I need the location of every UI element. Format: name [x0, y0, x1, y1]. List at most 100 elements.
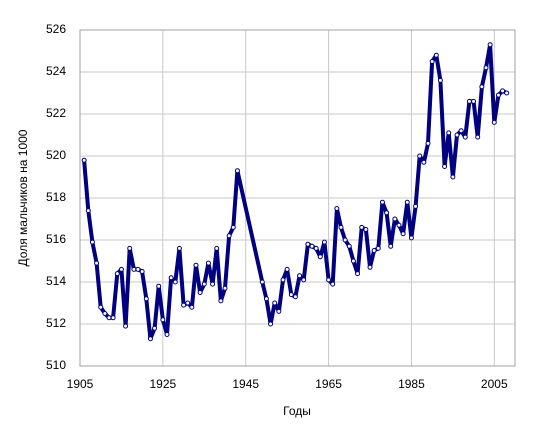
data-point	[309, 243, 315, 249]
data-point	[437, 77, 443, 83]
y-axis-label: Доля мальчиков на 1000	[16, 129, 30, 266]
data-point	[458, 128, 464, 134]
data-point	[413, 203, 419, 209]
y-tick-label: 522	[46, 106, 66, 120]
data-point	[160, 317, 166, 323]
data-point	[433, 52, 439, 58]
data-point	[408, 235, 414, 241]
data-point	[147, 336, 153, 342]
data-point	[417, 153, 423, 159]
data-point	[197, 290, 203, 295]
data-point	[210, 281, 216, 287]
data-point	[189, 304, 195, 310]
data-point	[305, 241, 311, 247]
data-point	[156, 283, 162, 289]
data-point	[392, 216, 398, 222]
x-tick-label: 1905	[67, 377, 94, 391]
data-point	[152, 325, 158, 331]
data-point	[102, 311, 108, 316]
data-point	[313, 245, 319, 251]
data-point	[429, 59, 435, 64]
y-tick-label: 520	[46, 148, 66, 162]
data-point	[350, 258, 356, 264]
data-point	[193, 262, 199, 268]
data-point	[346, 243, 352, 249]
x-tick-label: 1945	[232, 377, 259, 391]
data-point	[301, 277, 307, 283]
data-point	[297, 273, 303, 279]
data-point	[421, 159, 427, 165]
data-point	[94, 260, 100, 266]
data-point	[164, 332, 170, 337]
data-point	[471, 98, 477, 104]
data-point	[222, 285, 228, 291]
data-point	[181, 302, 187, 308]
data-point	[495, 92, 501, 98]
data-point	[446, 130, 452, 136]
data-point	[272, 300, 278, 306]
data-point	[338, 224, 344, 230]
y-tick-label: 514	[46, 274, 66, 288]
data-point	[114, 271, 120, 277]
data-point	[85, 208, 91, 214]
x-tick-label: 2005	[481, 377, 508, 391]
data-point	[384, 210, 390, 216]
y-tick-label: 510	[46, 358, 66, 372]
data-point	[110, 315, 116, 321]
data-point	[450, 174, 456, 180]
data-point	[334, 206, 340, 211]
data-point	[288, 292, 294, 298]
data-point	[487, 42, 493, 48]
data-point	[127, 245, 133, 251]
data-point	[355, 271, 361, 277]
x-tick-label: 1925	[150, 377, 177, 391]
data-point	[375, 245, 381, 251]
data-point	[483, 65, 489, 71]
data-point	[400, 231, 406, 237]
x-tick-label: 1985	[398, 377, 425, 391]
x-tick-label: 1965	[315, 377, 342, 391]
y-tick-label: 518	[46, 190, 66, 204]
data-point	[185, 300, 191, 306]
data-point	[139, 269, 145, 274]
data-point	[504, 90, 510, 96]
data-point	[454, 132, 460, 138]
data-point	[466, 98, 472, 104]
data-point	[359, 224, 365, 230]
data-point	[118, 266, 124, 272]
data-point	[131, 266, 137, 272]
data-point	[317, 254, 323, 260]
data-point	[425, 140, 431, 146]
data-point	[168, 275, 174, 281]
data-point	[388, 243, 394, 249]
data-point	[268, 321, 274, 327]
data-point	[226, 233, 232, 239]
plot-border	[79, 29, 516, 367]
data-point	[321, 239, 327, 245]
data-point	[205, 260, 211, 266]
y-tick-label: 516	[46, 232, 66, 246]
y-tick-label: 524	[46, 64, 66, 78]
data-point	[81, 157, 87, 163]
data-point	[284, 266, 290, 272]
data-point	[176, 245, 182, 251]
data-point	[172, 279, 178, 285]
data-point	[404, 199, 410, 205]
data-point	[143, 296, 149, 302]
data-point	[106, 315, 112, 321]
data-point	[379, 199, 385, 205]
data-point	[201, 281, 207, 287]
data-point	[234, 168, 240, 174]
data-point	[292, 294, 298, 300]
data-point	[363, 227, 369, 232]
data-point	[214, 245, 220, 251]
data-point	[218, 298, 224, 304]
y-tick-label: 512	[46, 316, 66, 330]
data-point	[367, 264, 373, 270]
data-point	[442, 164, 448, 169]
y-tick-label: 526	[46, 22, 66, 36]
data-point	[326, 277, 332, 283]
data-point	[371, 248, 377, 253]
data-point	[396, 222, 402, 228]
